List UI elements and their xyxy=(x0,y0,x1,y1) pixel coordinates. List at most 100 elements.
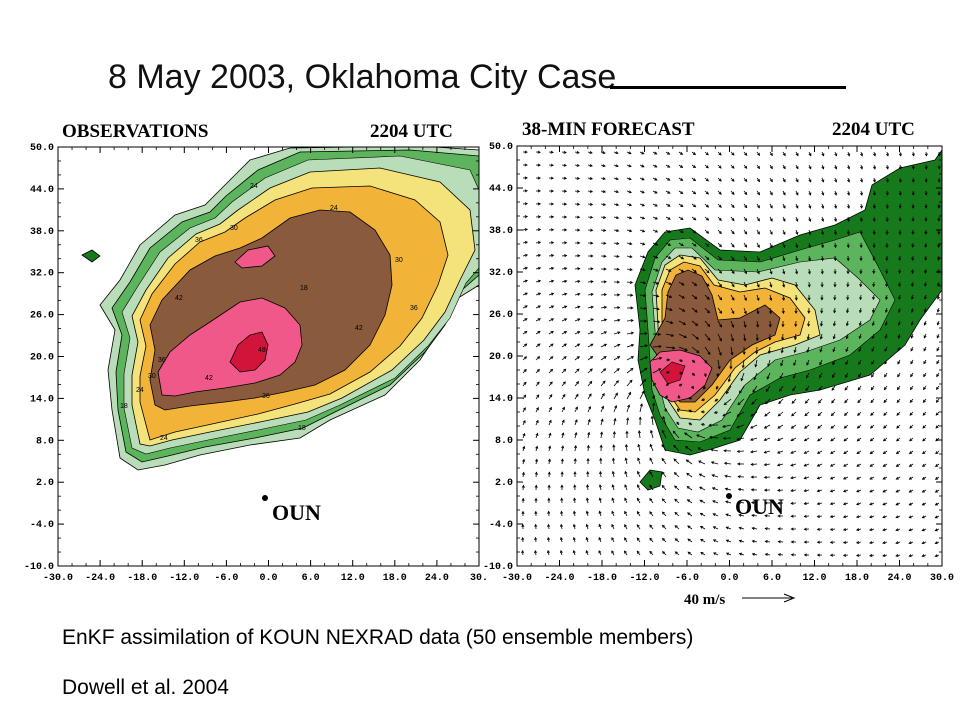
wind-vector-head xyxy=(911,283,915,287)
wind-vector-head xyxy=(817,425,821,429)
wind-vector-head xyxy=(910,335,914,339)
wind-vector-head xyxy=(855,540,860,544)
wind-vector-head xyxy=(793,362,797,367)
obs-y-tick-label: 50.0 xyxy=(30,143,54,154)
wind-vector-head xyxy=(692,165,697,169)
wind-vector-head xyxy=(711,474,715,478)
wind-vector-head xyxy=(897,374,901,378)
wind-vector xyxy=(717,255,722,261)
wind-vector xyxy=(804,424,810,429)
wind-vector-head xyxy=(885,231,889,235)
wind-vector xyxy=(649,511,654,517)
wind-vector-head xyxy=(908,451,913,455)
wind-vector-head xyxy=(656,307,660,311)
contour-label: 42 xyxy=(205,375,213,382)
wind-vector-head xyxy=(769,205,773,209)
wind-vector-head xyxy=(603,331,608,335)
wind-vector-head xyxy=(922,399,926,403)
wind-vector-head xyxy=(534,523,538,528)
wind-vector-head xyxy=(667,164,671,168)
wind-vector-head xyxy=(522,458,526,463)
wind-vector-head xyxy=(572,549,576,554)
wind-vector-head xyxy=(829,527,834,531)
wind-vector-head xyxy=(630,367,634,371)
wind-vector xyxy=(652,307,660,310)
wind-vector-head xyxy=(777,501,781,505)
fc-x-tick-label: 18.0 xyxy=(845,573,869,584)
wind-vector-head xyxy=(534,497,538,501)
wind-vector-head xyxy=(882,451,886,455)
wind-vector-head xyxy=(885,153,889,157)
wind-vector xyxy=(743,333,746,341)
wind-vector xyxy=(561,368,566,374)
wind-vector-head xyxy=(724,487,729,491)
wind-vector xyxy=(613,380,619,387)
wind-vector-head xyxy=(803,489,807,493)
wind-vector-head xyxy=(549,406,552,411)
wind-vector xyxy=(626,344,634,348)
wind-vector-head xyxy=(612,444,616,448)
contour-label: 18 xyxy=(300,285,308,292)
wind-vector-head xyxy=(537,228,542,232)
wind-vector-head xyxy=(781,337,785,341)
wind-vector-head xyxy=(576,381,579,385)
wind-vector xyxy=(778,411,784,417)
wind-vector-head xyxy=(535,458,539,462)
wind-vector-head xyxy=(537,241,542,245)
wind-vector xyxy=(739,385,745,394)
wind-vector xyxy=(651,416,654,426)
wind-vector-head xyxy=(936,296,940,300)
wind-vector-head xyxy=(777,540,781,544)
wind-vector-head xyxy=(682,322,687,325)
wind-vector xyxy=(674,485,680,491)
wind-vector-head xyxy=(909,438,913,442)
wind-vector-head xyxy=(687,538,691,542)
wind-vector xyxy=(674,512,680,517)
wind-vector-head xyxy=(937,231,941,235)
wind-vector-head xyxy=(857,387,861,391)
wind-vector-head xyxy=(731,244,735,248)
wind-vector-head xyxy=(636,537,640,541)
wind-vector-head xyxy=(686,499,691,503)
wind-vector-head xyxy=(769,166,773,170)
contour-label: 18 xyxy=(298,425,306,432)
wind-vector-head xyxy=(521,471,525,475)
wind-vector xyxy=(639,367,648,374)
fc-y-tick-label: 38.0 xyxy=(489,226,513,237)
obs-panel-time: 2204 UTC xyxy=(370,121,453,142)
wind-vector-head xyxy=(667,190,671,194)
wind-vector xyxy=(778,398,784,404)
wind-vector-head xyxy=(769,284,773,288)
wind-vector-head xyxy=(590,318,594,322)
wind-vector xyxy=(661,458,667,465)
wind-vector-head xyxy=(662,551,666,555)
wind-vector-head xyxy=(550,150,554,154)
wind-vector xyxy=(587,419,591,426)
wind-vector-head xyxy=(613,417,617,422)
wind-vector-head xyxy=(672,346,676,350)
wind-vector-head xyxy=(803,476,807,480)
obs-y-tick-label: 14.0 xyxy=(30,394,54,405)
wind-vector-head xyxy=(921,515,925,519)
wind-vector-head xyxy=(624,470,628,475)
wind-vector-head xyxy=(535,445,539,449)
wind-vector-head xyxy=(550,254,555,258)
wind-vector-head xyxy=(587,431,591,436)
wind-vector-head xyxy=(699,525,704,529)
wind-vector-head xyxy=(603,318,608,322)
fc-y-tick-label: -10.0 xyxy=(483,562,513,573)
wind-vector xyxy=(678,346,688,351)
wind-vector-head xyxy=(550,330,554,334)
wind-vector-head xyxy=(757,192,760,196)
wind-vector xyxy=(665,268,672,272)
wind-vector xyxy=(639,307,647,309)
wind-vector-head xyxy=(750,475,754,479)
wind-vector xyxy=(684,432,693,439)
wind-vector xyxy=(652,281,659,285)
wind-vector-head xyxy=(872,296,876,301)
wind-vector-head xyxy=(617,306,621,310)
wind-vector-head xyxy=(769,310,773,315)
wind-vector-head xyxy=(756,297,760,302)
wind-vector-head xyxy=(649,484,653,488)
wind-vector-head xyxy=(934,476,939,480)
